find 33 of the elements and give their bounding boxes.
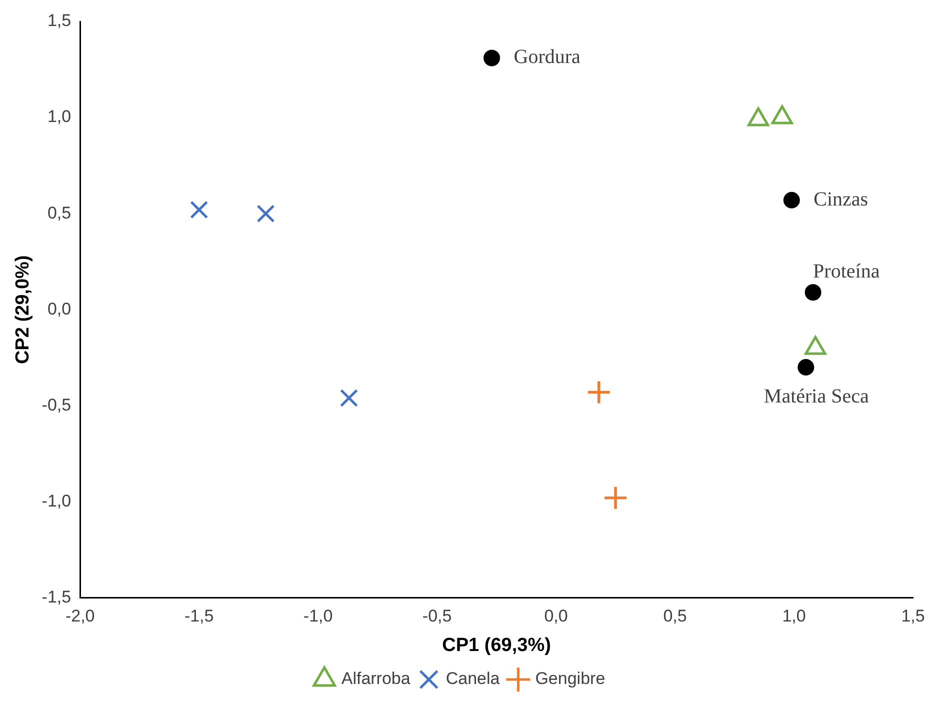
x-tick-label: -1,0 (303, 606, 333, 626)
point (798, 359, 814, 376)
legend-label: Alfarroba (341, 669, 411, 688)
point (804, 284, 822, 301)
y-tick-label: 1,5 (47, 11, 72, 30)
x-tick-label: 0,0 (544, 606, 568, 626)
y-axis-title: CP2 (29,0%) (12, 255, 34, 364)
y-tick-label: -0,5 (42, 395, 72, 414)
y-tick-label: -1,5 (42, 587, 72, 606)
point (256, 204, 275, 223)
annotation: Matéria Seca (764, 386, 869, 408)
x-tick-label: -0,5 (422, 606, 452, 626)
point (484, 50, 500, 66)
y-tick-label: 0,0 (47, 299, 72, 318)
annotation: Cinzas (814, 188, 868, 210)
x-tick-label: 1,0 (782, 606, 806, 626)
x-tick-label: 1,5 (901, 606, 925, 626)
point (588, 381, 610, 404)
point (604, 486, 627, 509)
x-tick-label: -1,5 (184, 606, 214, 626)
x-axis-title: CP1 (69,3%) (442, 634, 551, 656)
legend-label: Gengibre (535, 669, 606, 688)
point (190, 200, 208, 219)
x-tick-label: -2,0 (65, 606, 95, 626)
y-tick-label: 1,0 (47, 107, 72, 126)
point (783, 192, 800, 208)
point (340, 388, 358, 408)
x-tick-label: 0,5 (663, 606, 687, 626)
legend-label: Canela (446, 669, 500, 688)
y-tick-label: -1,0 (42, 491, 72, 510)
y-tick-label: 0,5 (47, 203, 72, 222)
annotation: Gordura (514, 46, 581, 68)
annotation: Proteína (813, 260, 880, 283)
